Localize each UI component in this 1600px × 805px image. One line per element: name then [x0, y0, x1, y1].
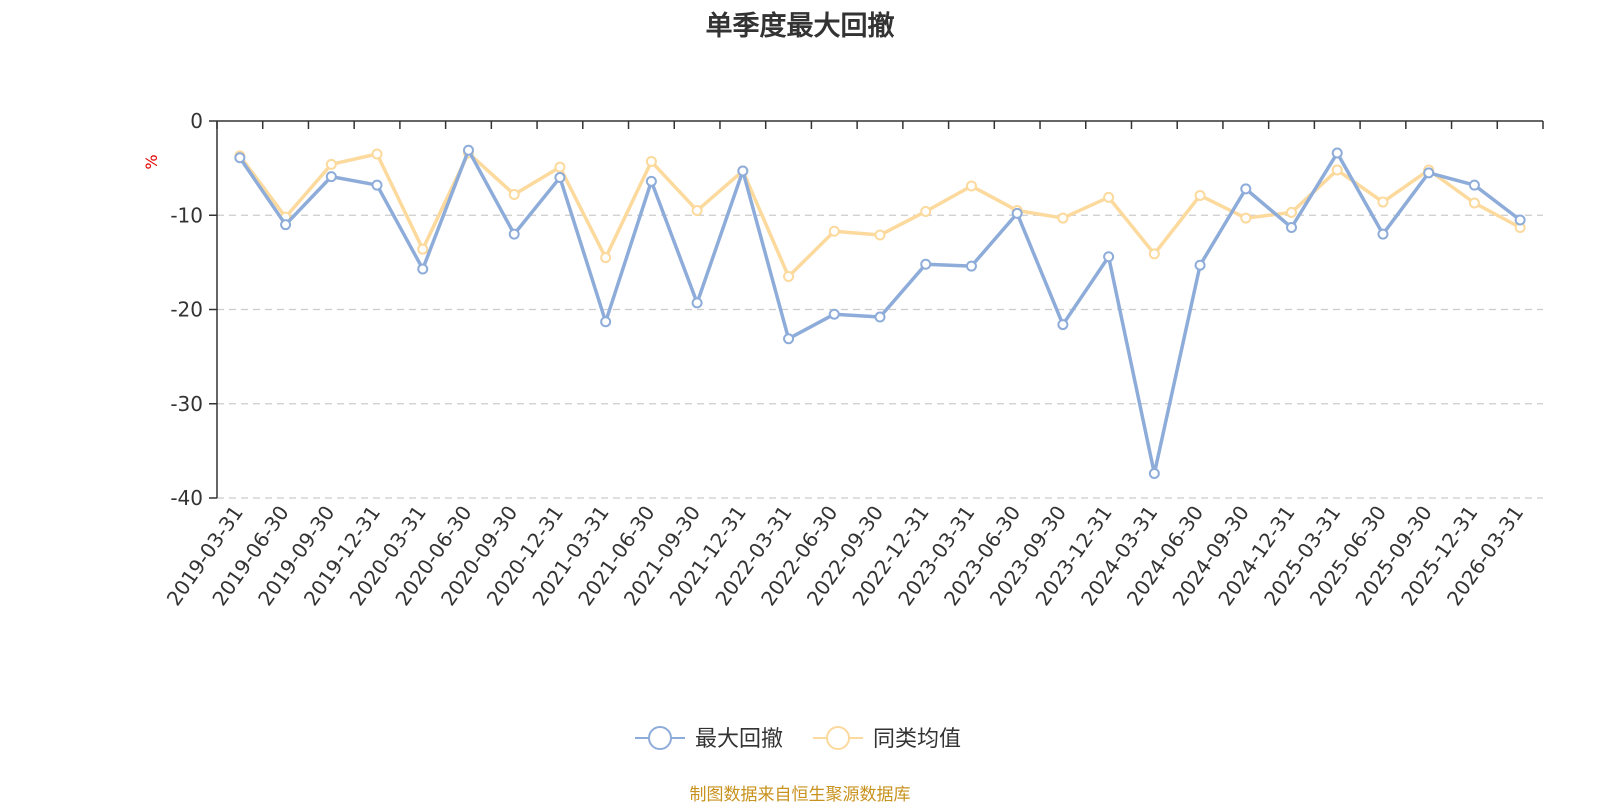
- data-point: [828, 308, 840, 320]
- y-tick-label: -20: [170, 298, 203, 322]
- data-point: [508, 189, 520, 201]
- data-point: [1240, 183, 1252, 195]
- data-point: [691, 297, 703, 309]
- y-tick-label: -10: [170, 203, 203, 227]
- data-point: [325, 171, 337, 183]
- data-point: [325, 158, 337, 170]
- data-point: [600, 252, 612, 264]
- data-point: [645, 156, 657, 168]
- data-point: [1286, 222, 1298, 234]
- data-point: [1468, 197, 1480, 209]
- data-point: [783, 333, 795, 345]
- data-point: [1103, 251, 1115, 263]
- data-point: [737, 165, 749, 177]
- data-point: [280, 219, 292, 231]
- data-point: [1377, 228, 1389, 240]
- y-tick-label: 0: [190, 109, 203, 133]
- data-point: [1057, 212, 1069, 224]
- data-point: [1331, 164, 1343, 176]
- legend-marker: [648, 726, 672, 750]
- data-point: [371, 179, 383, 191]
- data-point: [371, 148, 383, 160]
- data-point: [1194, 259, 1206, 271]
- data-point: [828, 225, 840, 237]
- y-tick-label: -30: [170, 392, 203, 416]
- data-point: [965, 260, 977, 272]
- data-point: [1514, 214, 1526, 226]
- data-point: [417, 263, 429, 275]
- data-point: [1423, 167, 1435, 179]
- data-point: [691, 205, 703, 217]
- data-point: [874, 229, 886, 241]
- y-axis-label: %: [142, 154, 161, 169]
- data-point: [554, 161, 566, 173]
- legend-label: 同类均值: [873, 727, 961, 752]
- data-point: [600, 316, 612, 328]
- data-point: [554, 172, 566, 184]
- data-point: [920, 205, 932, 217]
- data-point: [645, 175, 657, 187]
- data-point: [1057, 319, 1069, 331]
- data-point: [783, 271, 795, 283]
- data-source-footer: 制图数据来自恒生聚源数据库: [689, 785, 911, 805]
- data-point: [874, 311, 886, 323]
- data-point: [1286, 206, 1298, 218]
- chart-title: 单季度最大回撤: [705, 11, 895, 42]
- data-point: [234, 152, 246, 164]
- data-point: [1011, 207, 1023, 219]
- legend-label: 最大回撤: [695, 727, 783, 752]
- data-point: [965, 180, 977, 192]
- data-point: [920, 258, 932, 270]
- data-point: [1468, 179, 1480, 191]
- data-point: [1103, 191, 1115, 203]
- data-point: [1148, 467, 1160, 479]
- y-tick-label: -40: [170, 486, 203, 510]
- data-point: [1148, 248, 1160, 260]
- data-point: [1377, 196, 1389, 208]
- data-point: [1240, 212, 1252, 224]
- data-point: [1331, 147, 1343, 159]
- data-point: [462, 144, 474, 156]
- data-point: [417, 243, 429, 255]
- data-point: [1194, 189, 1206, 201]
- legend-marker: [826, 726, 850, 750]
- data-point: [508, 228, 520, 240]
